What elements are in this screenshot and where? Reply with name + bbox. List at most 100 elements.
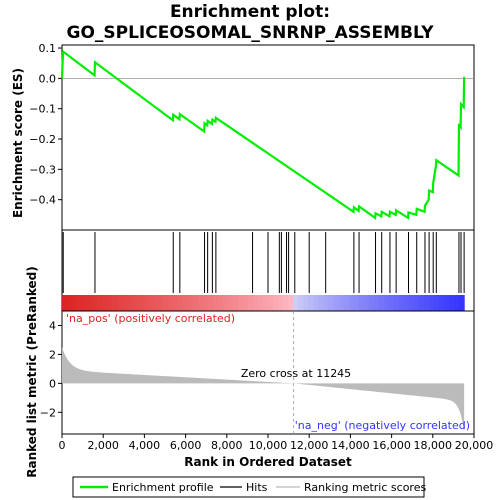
color-bar-segment (87, 295, 93, 311)
chart-title-line2: GO_SPLICEOSOMAL_SNRNP_ASSEMBLY (66, 23, 434, 43)
color-bar-segment (172, 295, 179, 311)
color-bar-segment (232, 295, 239, 311)
color-bar-segment (403, 295, 410, 311)
color-bar-segment (112, 295, 118, 311)
color-bar-segment (197, 295, 204, 311)
color-bar-segment (333, 295, 340, 311)
color-bar-segment (222, 295, 229, 311)
pos-correlated-label: 'na_pos' (positively correlated) (66, 312, 235, 325)
color-bar-segment (247, 295, 254, 311)
chart-title-line1: Enrichment plot: (170, 2, 330, 22)
color-bar-segment (147, 295, 154, 311)
color-bar-segment (167, 295, 174, 311)
legend-label-enrichment: Enrichment profile (112, 481, 214, 494)
color-bar-segment (227, 295, 234, 311)
rank-x-tick-label: 4,000 (129, 439, 161, 452)
color-bar-segment (162, 295, 169, 311)
color-bar-segment (72, 295, 78, 311)
es-panel: 0.1 0.0 −0.1 −0.2 −0.3 −0.4 Enrichment score … (11, 42, 475, 231)
rank-y-ticks: 4 2 0 −2 (40, 319, 62, 419)
rank-x-tick-label: 0 (59, 439, 66, 452)
color-bar-segment (253, 295, 259, 311)
rank-x-tick-label: 6,000 (170, 439, 202, 452)
es-y-tick-label: 0.1 (39, 42, 57, 55)
color-bar-segment (97, 295, 103, 311)
color-bar-segment (328, 295, 335, 311)
color-bar-segment (67, 295, 73, 311)
color-bar-segment (298, 295, 304, 311)
color-bar-segment (263, 295, 269, 311)
rank-x-tick-label: 18,000 (414, 439, 453, 452)
color-bar-segment (383, 295, 390, 311)
color-bar-segment (137, 295, 144, 311)
color-bar-segment (438, 295, 445, 311)
es-y-ticks: 0.1 0.0 −0.1 −0.2 −0.3 −0.4 (29, 42, 62, 207)
color-bar-segment (303, 295, 309, 311)
color-bar-segment (152, 295, 159, 311)
color-bar-segment (157, 295, 164, 311)
color-bar-segment (398, 295, 405, 311)
rank-x-ticks: 0 2,000 4,000 6,000 8,000 10,000 12,000 14,000 1… (59, 434, 493, 452)
color-bar-segment (258, 295, 264, 311)
rank-x-tick-label: 8,000 (211, 439, 243, 452)
color-bar-segment (313, 295, 319, 311)
rank-x-tick-label: 2,000 (87, 439, 119, 452)
color-bar-segment (278, 295, 284, 311)
color-bar-segment (177, 295, 184, 311)
color-bar-segment (413, 295, 420, 311)
legend-label-ranking: Ranking metric scores (304, 481, 426, 494)
color-bar-segment (353, 295, 360, 311)
color-bar-segment (207, 295, 214, 311)
color-bar-segment (363, 295, 370, 311)
es-y-tick-label: −0.1 (29, 103, 56, 116)
color-bar-segment (418, 295, 425, 311)
color-bar-segment (348, 295, 355, 311)
color-bar-segment (423, 295, 430, 311)
rank-x-tick-label: 16,000 (372, 439, 411, 452)
rank-x-tick-label: 10,000 (249, 439, 288, 452)
rank-y-axis-label: Ranked list metric (PreRanked) (25, 266, 39, 478)
rank-panel: 420−2 0 2,000 4,000 6,000 8,000 10,000 12,000 1… (25, 266, 493, 478)
color-bar-segment (237, 295, 244, 311)
es-y-tick-label: −0.2 (29, 133, 56, 146)
color-bar-segment (132, 295, 138, 311)
color-bar-segment (283, 295, 289, 311)
color-bar-segment (393, 295, 400, 311)
color-bar-segment (142, 295, 149, 311)
color-bar-segment (192, 295, 199, 311)
color-bar-segment (373, 295, 380, 311)
color-bar-segment (318, 295, 324, 311)
rank-y-tick-label: 4 (49, 319, 56, 332)
es-series-line (60, 49, 466, 220)
color-bar-segment (459, 295, 465, 311)
legend-frame (72, 476, 425, 498)
color-bar-segment (338, 295, 345, 311)
legend-label-hits: Hits (246, 481, 268, 494)
color-bar-segment (182, 295, 189, 311)
color-bar-segment (217, 295, 224, 311)
color-bar-segment (268, 295, 274, 311)
es-y-tick-label: −0.3 (29, 163, 56, 176)
hit-marks (62, 232, 465, 293)
color-bar-segment (117, 295, 123, 311)
color-bar-segment (212, 295, 219, 311)
color-bar-segment (77, 295, 83, 311)
color-bar-segment (273, 295, 279, 311)
rank-y-tick-label: −2 (40, 406, 56, 419)
color-bar-segment (107, 295, 113, 311)
color-bar-segment (408, 295, 415, 311)
rank-x-axis-label: Rank in Ordered Dataset (184, 455, 352, 469)
es-y-tick-label: 0.0 (39, 72, 57, 85)
color-bar-segment (62, 295, 68, 311)
color-bar-segment (122, 295, 128, 311)
color-bar-segment (449, 295, 455, 311)
es-y-axis-label: Enrichment score (ES) (11, 68, 25, 218)
rank-y-tick-label: 0 (49, 377, 56, 390)
color-bar-segment (127, 295, 133, 311)
color-bar-segment (202, 295, 209, 311)
rank-x-tick-label: 12,000 (290, 439, 329, 452)
color-bar-segment (293, 295, 299, 311)
es-panel-frame (61, 44, 475, 231)
color-bar-segment (82, 295, 88, 311)
